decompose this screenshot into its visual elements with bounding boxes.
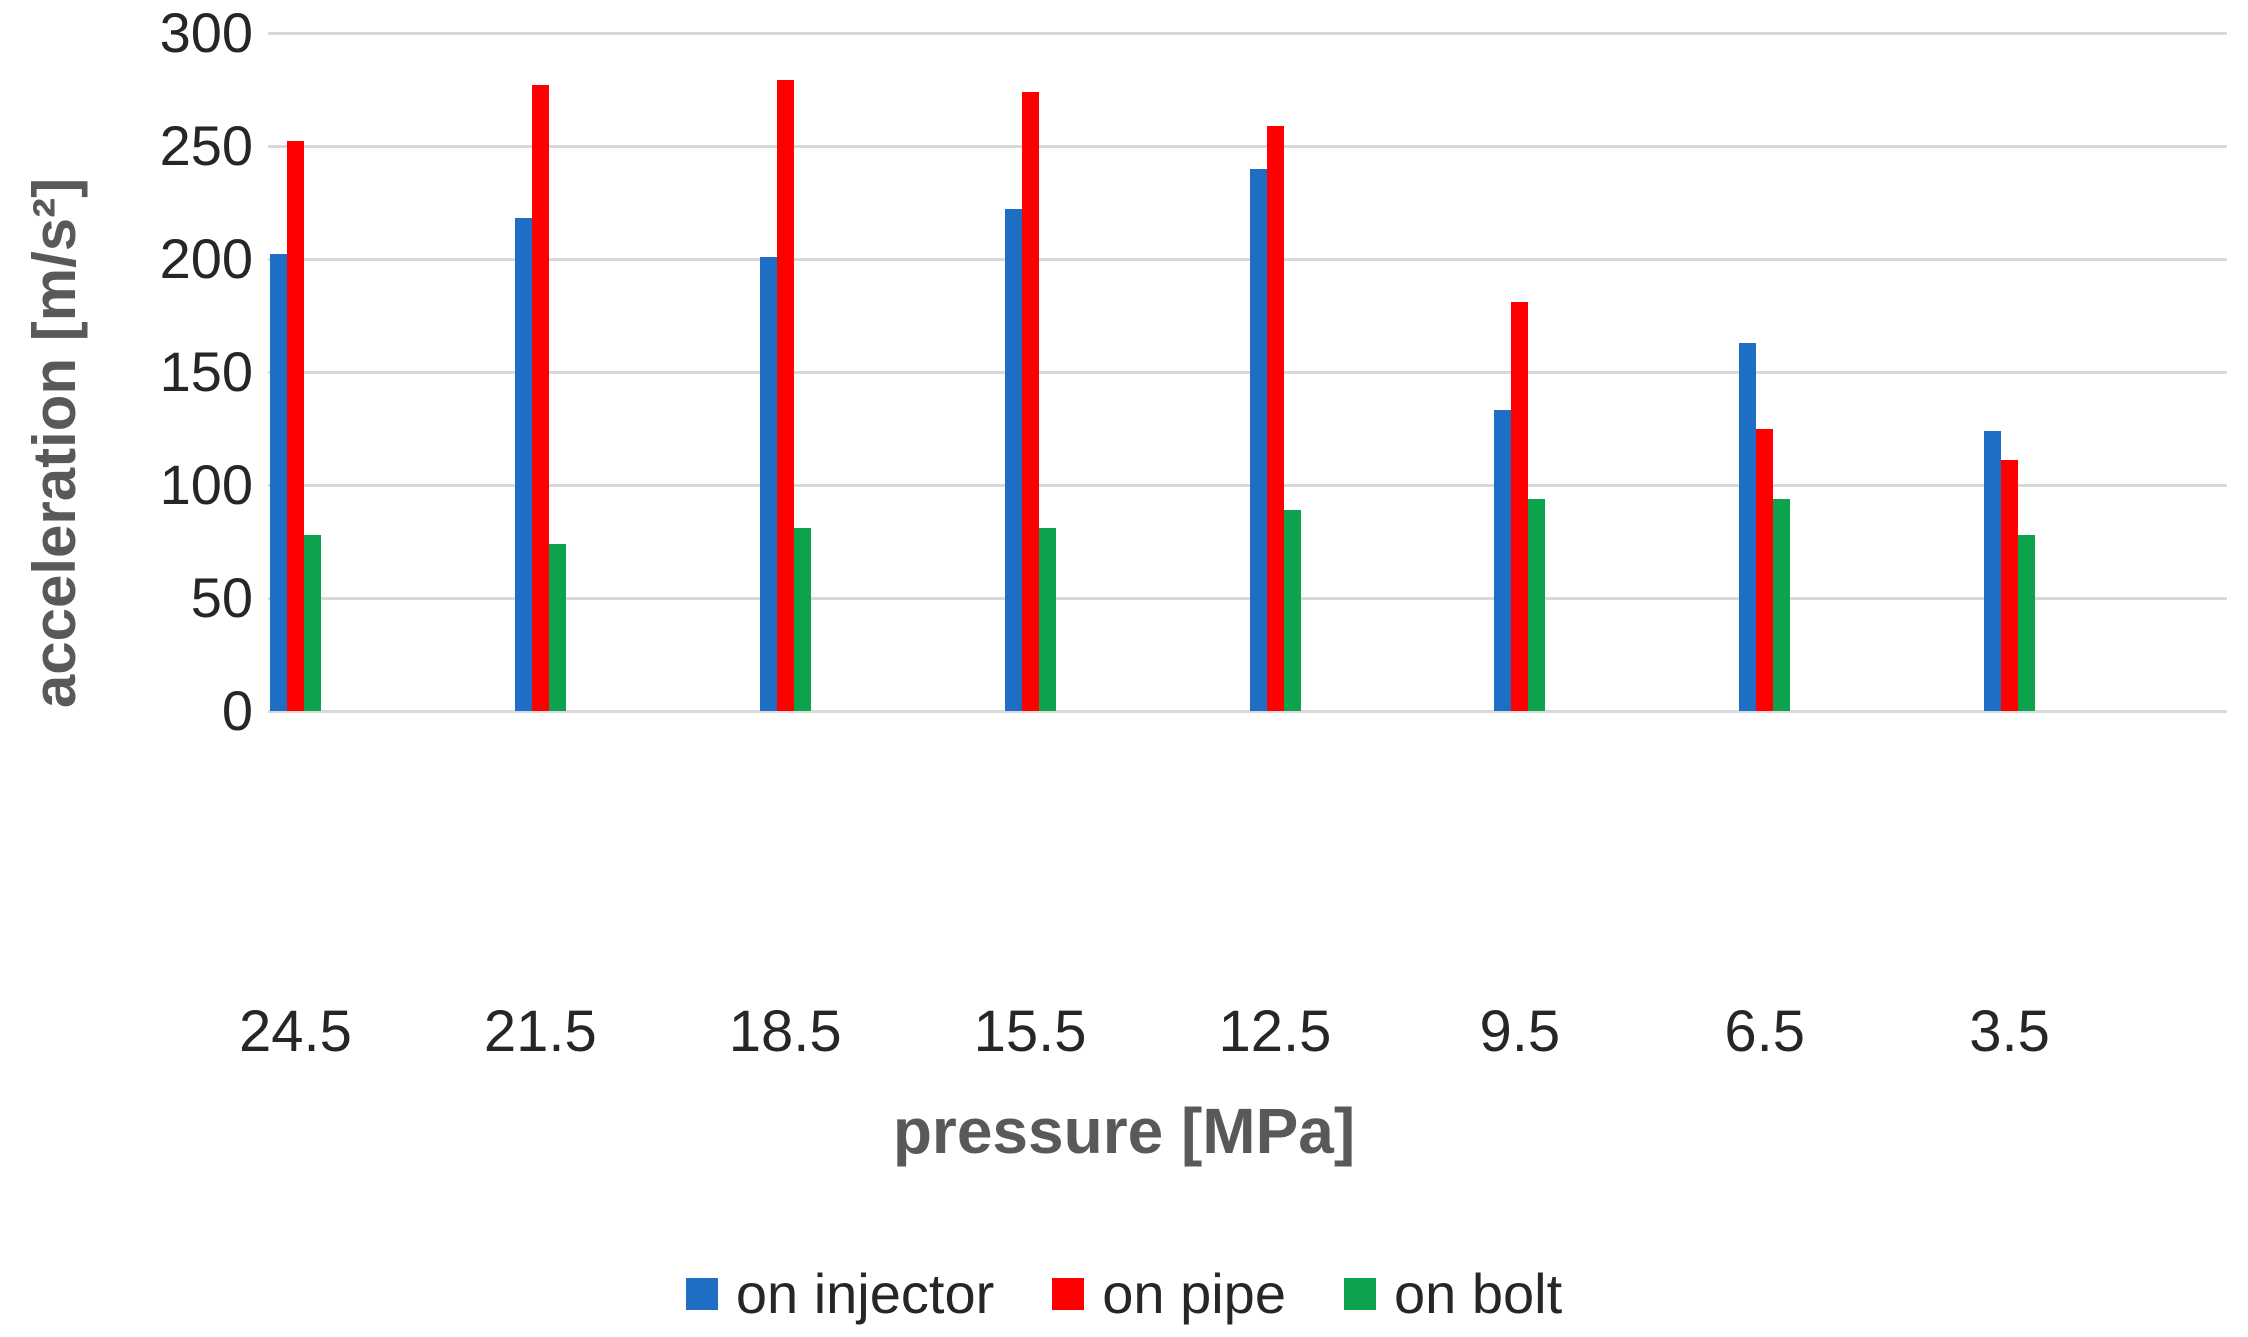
gridline bbox=[268, 597, 2227, 600]
gridline bbox=[268, 32, 2227, 35]
bar-on-pipe-21.5 bbox=[531, 84, 549, 711]
x-tick-label: 12.5 bbox=[1218, 999, 1332, 1064]
bar-on-injector-21.5 bbox=[514, 218, 532, 711]
x-tick-label: 6.5 bbox=[1724, 999, 1806, 1064]
legend-label: on bolt bbox=[1393, 1262, 1563, 1325]
x-tick-label: 9.5 bbox=[1479, 999, 1561, 1064]
y-tick-label: 150 bbox=[159, 340, 253, 403]
bar-on-injector-9.5 bbox=[1494, 410, 1512, 711]
gridline bbox=[268, 710, 2227, 713]
gridline bbox=[268, 371, 2227, 374]
legend-item-on-bolt: on bolt bbox=[1343, 1262, 1563, 1325]
x-tick-label: 21.5 bbox=[483, 999, 597, 1064]
bar-on-pipe-15.5 bbox=[1021, 91, 1039, 711]
bar-on-pipe-24.5 bbox=[287, 141, 304, 711]
bar-on-pipe-6.5 bbox=[1756, 428, 1774, 711]
y-tick-label: 100 bbox=[159, 453, 253, 516]
bar-on-pipe-9.5 bbox=[1511, 301, 1529, 711]
bar-on-pipe-3.5 bbox=[2001, 460, 2019, 711]
bar-on-pipe-12.5 bbox=[1266, 125, 1284, 711]
legend-label: on injector bbox=[735, 1262, 995, 1325]
bar-on-bolt-9.5 bbox=[1528, 498, 1546, 711]
x-axis-title: pressure [MPa] bbox=[892, 1095, 1356, 1167]
y-tick-label: 0 bbox=[221, 679, 253, 742]
plot-area bbox=[268, 32, 2227, 713]
legend-swatch-icon bbox=[1343, 1278, 1376, 1310]
bar-on-injector-3.5 bbox=[1984, 430, 2002, 711]
bar-on-injector-6.5 bbox=[1739, 342, 1757, 711]
legend-swatch-icon bbox=[1052, 1278, 1085, 1310]
x-tick-label: 18.5 bbox=[728, 999, 842, 1064]
bar-on-bolt-15.5 bbox=[1038, 527, 1056, 711]
y-tick-label: 250 bbox=[159, 114, 253, 177]
gridline bbox=[268, 145, 2227, 148]
bar-on-bolt-12.5 bbox=[1283, 509, 1301, 711]
bar-on-pipe-18.5 bbox=[776, 80, 794, 711]
y-tick-label: 50 bbox=[190, 566, 253, 629]
legend-label: on pipe bbox=[1102, 1262, 1286, 1325]
bar-on-bolt-6.5 bbox=[1773, 498, 1791, 711]
y-tick-label: 200 bbox=[159, 227, 253, 290]
legend-swatch-icon bbox=[685, 1278, 718, 1310]
bar-on-bolt-18.5 bbox=[793, 527, 811, 711]
bar-on-injector-12.5 bbox=[1249, 168, 1267, 711]
y-tick-label: 300 bbox=[159, 1, 253, 64]
gridline bbox=[268, 484, 2227, 487]
x-tick-label: 15.5 bbox=[973, 999, 1087, 1064]
legend: on injector on pipe on bolt bbox=[0, 1258, 2248, 1330]
bar-on-injector-24.5 bbox=[270, 254, 287, 711]
legend-item-on-injector: on injector bbox=[685, 1262, 995, 1325]
x-tick-label: 3.5 bbox=[1969, 999, 2050, 1064]
bar-on-bolt-21.5 bbox=[548, 543, 566, 711]
bar-on-injector-15.5 bbox=[1004, 209, 1022, 711]
y-axis-tick-labels: 0 50 100 150 200 250 300 bbox=[0, 0, 253, 800]
gridline bbox=[268, 258, 2227, 261]
x-tick-label: 24.5 bbox=[239, 999, 352, 1064]
legend-item-on-pipe: on pipe bbox=[1052, 1264, 1286, 1324]
bar-on-injector-18.5 bbox=[759, 256, 777, 711]
bar-on-bolt-3.5 bbox=[2018, 534, 2036, 711]
bar-on-bolt-24.5 bbox=[304, 534, 321, 711]
